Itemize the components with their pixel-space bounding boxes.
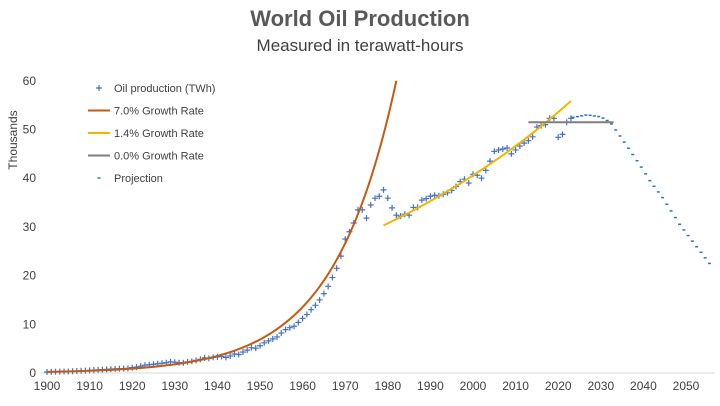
x-tick-label: 1910 — [76, 379, 103, 393]
x-tick-label: 1970 — [332, 379, 359, 393]
data-point — [282, 326, 289, 333]
x-tick-label: 1980 — [374, 379, 401, 393]
data-point — [465, 180, 472, 187]
data-point — [363, 215, 370, 222]
data-point — [303, 311, 310, 318]
series-2 — [383, 100, 572, 227]
data-point — [299, 315, 306, 322]
data-point — [274, 333, 281, 340]
y-tick-label: 40 — [23, 171, 37, 185]
data-point — [372, 195, 379, 202]
legend-label: Projection — [114, 173, 163, 185]
data-point — [329, 274, 336, 281]
series-line — [46, 80, 398, 373]
data-point — [423, 195, 430, 202]
x-tick-label: 2050 — [673, 379, 700, 393]
x-tick-label: 2030 — [587, 379, 614, 393]
data-point — [376, 193, 383, 200]
data-point — [512, 146, 519, 153]
data-point — [239, 349, 246, 356]
legend-swatch — [96, 85, 102, 91]
y-tick-label: 60 — [23, 74, 37, 88]
x-tick-label: 2010 — [502, 379, 529, 393]
data-point — [261, 339, 268, 346]
data-point — [235, 351, 242, 358]
data-point — [529, 133, 536, 140]
x-tick-label: 1930 — [161, 379, 188, 393]
data-point — [291, 323, 298, 330]
y-tick-label: 20 — [23, 269, 37, 283]
x-tick-label: 2020 — [545, 379, 572, 393]
data-point — [244, 347, 251, 354]
data-point — [499, 145, 506, 152]
data-point — [525, 137, 532, 144]
data-point — [508, 150, 515, 157]
data-point — [333, 265, 340, 272]
x-tick-label: 1900 — [34, 379, 61, 393]
data-point — [316, 296, 323, 303]
y-tick-label: 10 — [23, 317, 37, 331]
data-point — [367, 201, 374, 208]
data-point — [269, 335, 276, 342]
data-point — [393, 212, 400, 219]
x-tick-label: 1940 — [204, 379, 231, 393]
chart-title: World Oil Production — [250, 6, 470, 31]
data-point — [227, 352, 234, 359]
data-point — [504, 145, 511, 152]
series-1 — [46, 80, 398, 373]
data-point — [495, 146, 502, 153]
legend-label: 0.0% Growth Rate — [114, 151, 204, 163]
x-tick-label: 2000 — [460, 379, 487, 393]
x-tick-label: 1950 — [247, 379, 274, 393]
data-point — [257, 342, 263, 349]
x-tick-label: 1990 — [417, 379, 444, 393]
data-point — [286, 324, 293, 331]
data-point — [555, 134, 562, 141]
y-tick-label: 0 — [29, 366, 36, 380]
data-point — [308, 306, 315, 313]
data-point — [384, 195, 391, 202]
y-tick-label: 30 — [23, 220, 37, 234]
data-point — [389, 204, 396, 211]
data-point — [427, 193, 434, 200]
series-4 — [571, 114, 711, 265]
chart-subtitle: Measured in terawatt-hours — [256, 36, 464, 55]
legend-label: 7.0% Growth Rate — [114, 106, 204, 118]
data-point — [516, 143, 523, 150]
data-point — [312, 302, 319, 309]
legend-label: Oil production (TWh) — [114, 83, 215, 95]
data-point — [252, 345, 259, 352]
data-point — [559, 131, 566, 138]
data-point — [482, 167, 489, 174]
data-point — [418, 197, 425, 204]
x-tick-label: 1960 — [289, 379, 316, 393]
data-point — [265, 337, 272, 344]
data-point — [491, 148, 498, 155]
y-axis-label: Thousands — [6, 110, 20, 169]
data-point — [325, 283, 332, 290]
data-point — [567, 115, 574, 122]
data-point — [478, 175, 485, 182]
y-tick-label: 50 — [23, 123, 37, 137]
series-line — [383, 100, 572, 227]
data-point — [295, 319, 302, 326]
data-point — [521, 140, 528, 147]
legend-label: 1.4% Growth Rate — [114, 128, 204, 140]
data-point — [278, 330, 285, 337]
data-point — [222, 354, 229, 361]
data-point — [320, 290, 327, 297]
x-tick-label: 1920 — [119, 379, 146, 393]
x-tick-label: 2040 — [630, 379, 657, 393]
data-point — [380, 186, 387, 193]
